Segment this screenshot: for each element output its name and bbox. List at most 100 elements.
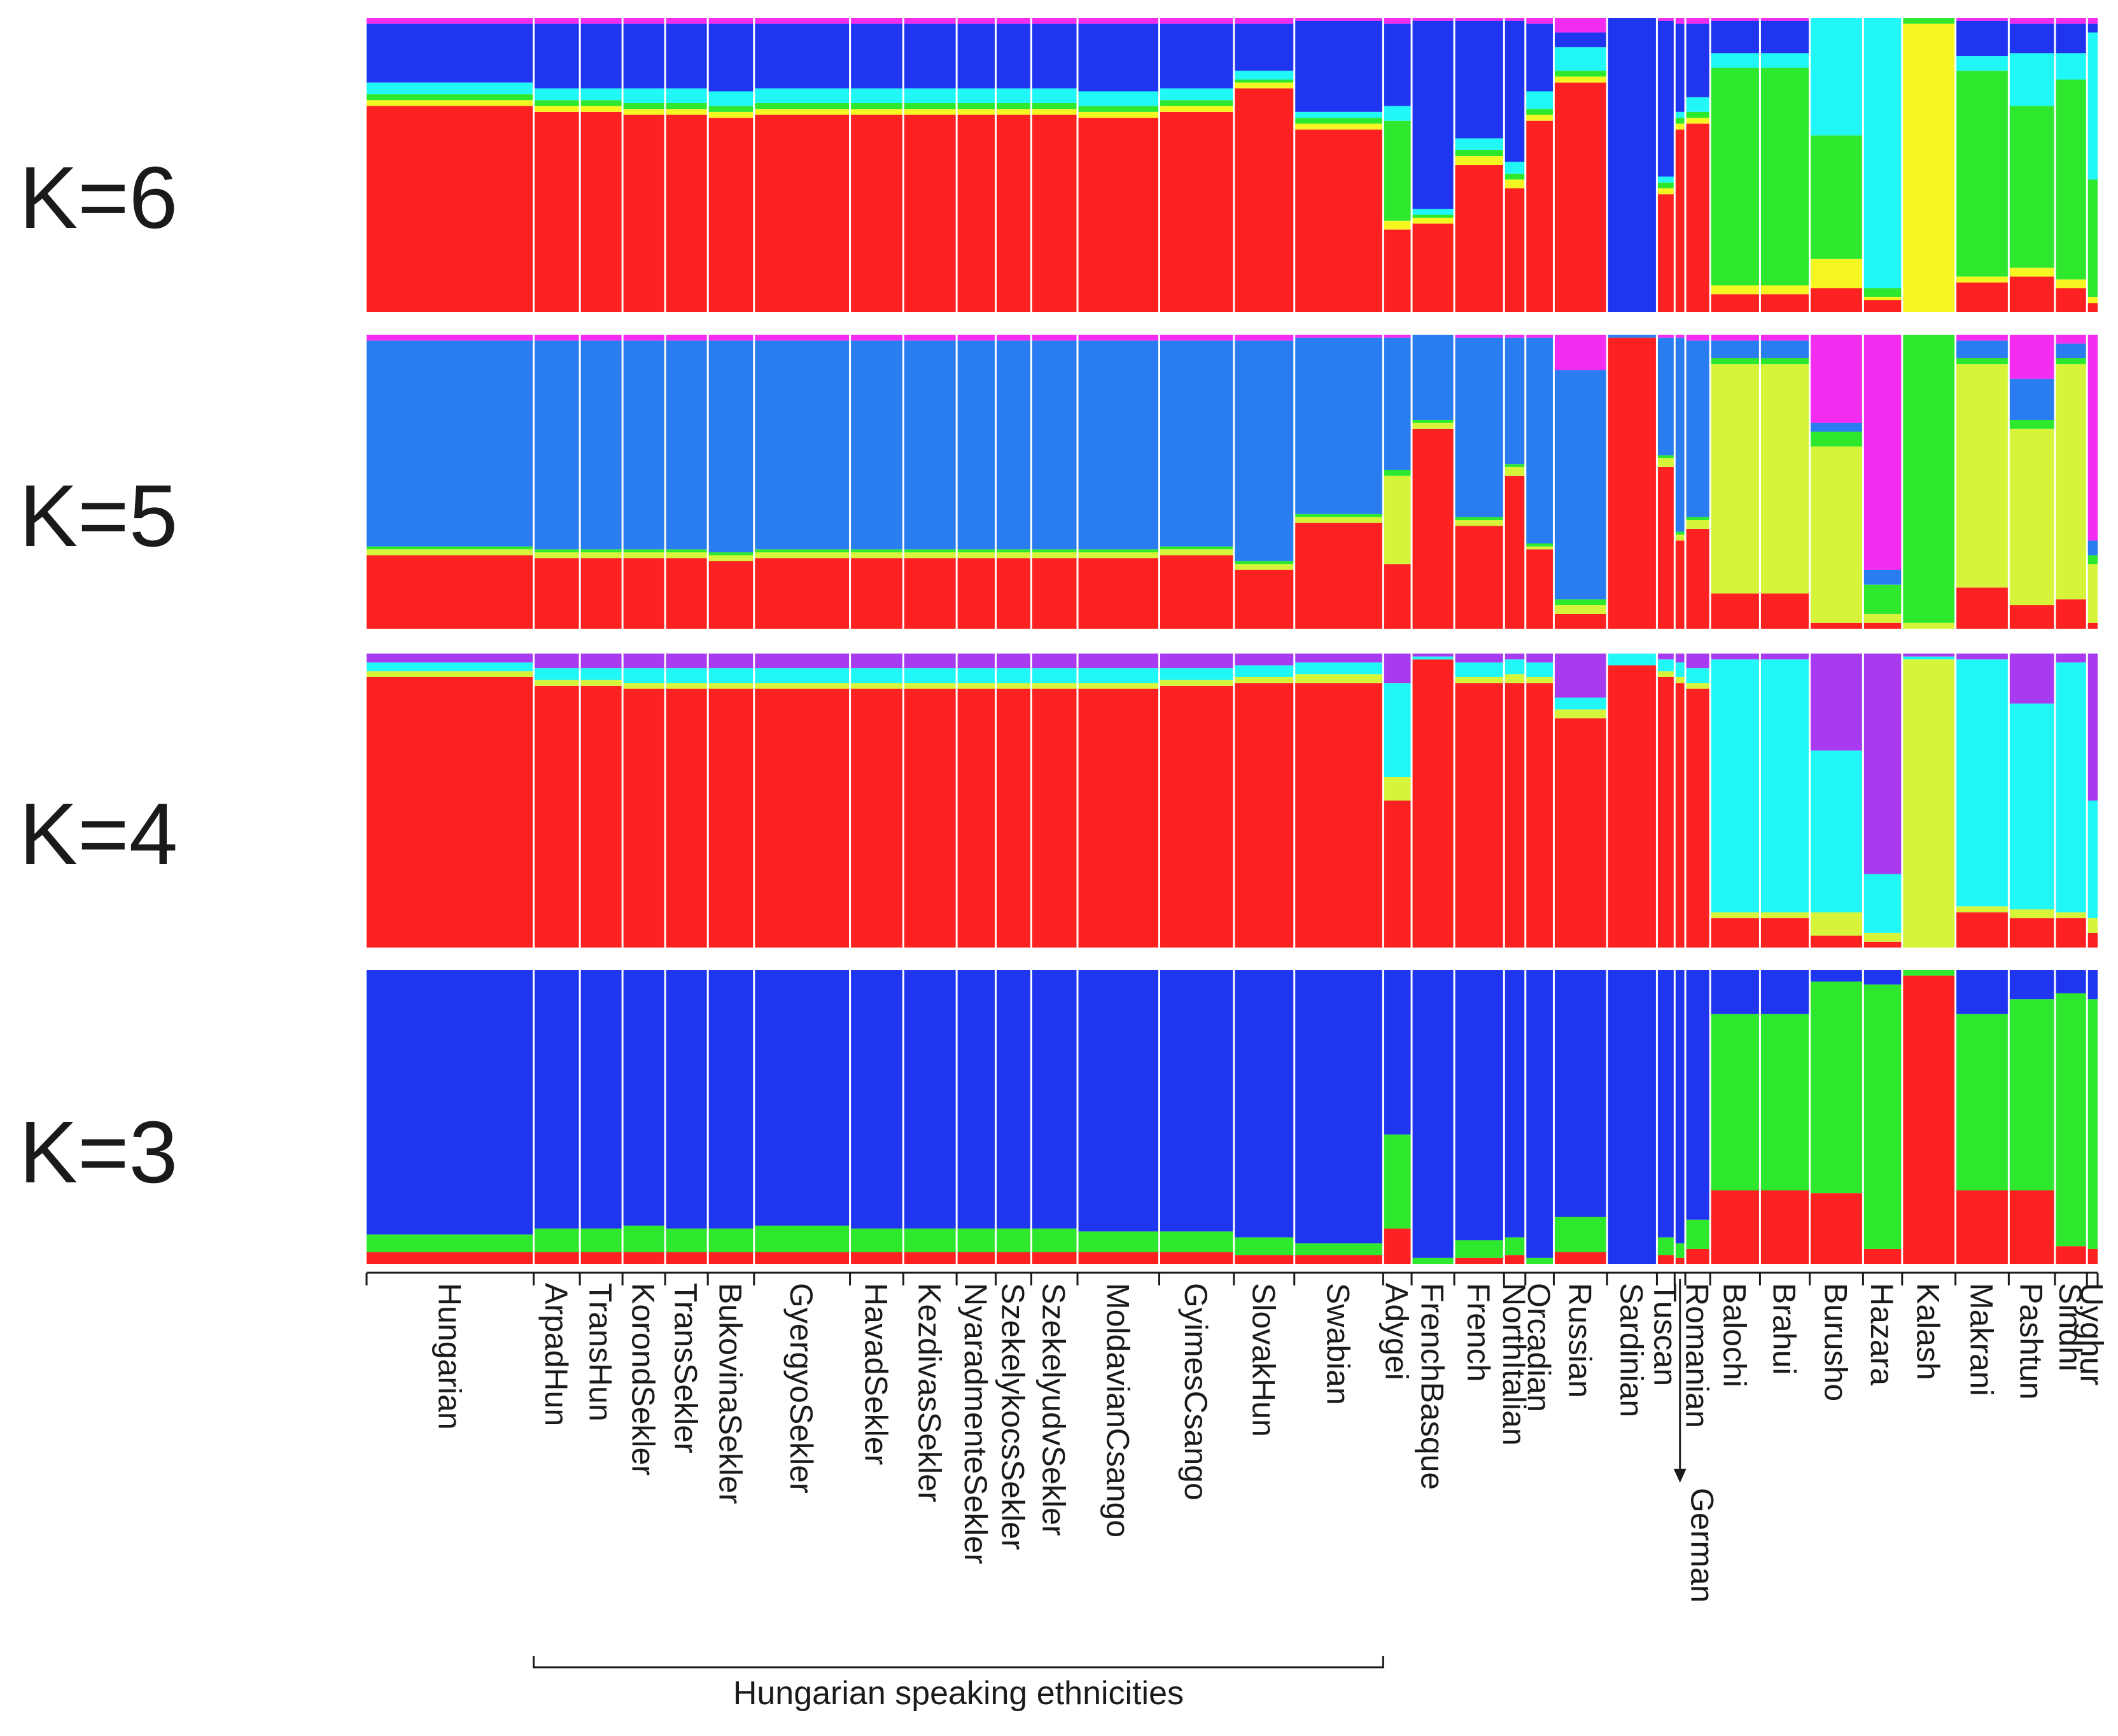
panel-k-6 (367, 18, 2098, 312)
segment-makrani-cyan (1955, 56, 2009, 71)
segment-hungarian-purple (367, 654, 534, 662)
segment-swabian-green (1294, 118, 1384, 124)
segment-szekelyudvsekler-green (1031, 549, 1078, 552)
segment-korondsekler-green (622, 549, 666, 552)
segment-swabian-blue (1294, 337, 1384, 514)
segment-sardinian-cyan (1607, 654, 1657, 666)
pop-block-transsekler (665, 335, 708, 629)
pop-block-french (1454, 18, 1504, 312)
separator (1382, 335, 1384, 629)
pop-block-szekelykocssekler (995, 335, 1032, 629)
segment-uyghur-magenta (2087, 335, 2098, 541)
pop-block-orcadian (1525, 970, 1554, 1264)
segment-kezdivassekler-yellow-green (903, 683, 957, 689)
segment-arpadhun-blue (533, 24, 580, 88)
segment-orcadian-magenta (1525, 335, 1554, 338)
separator (1410, 970, 1413, 1264)
separator (1709, 654, 1711, 948)
separator (1382, 970, 1384, 1264)
segment-adygei-yellow-green (1383, 777, 1412, 801)
segment-russian-cyan (1553, 47, 1608, 71)
segment-romanian-yellow-green (1685, 683, 1711, 689)
pop-block-romanian (1685, 18, 1711, 312)
separator (706, 654, 709, 948)
pop-block-hungarian (367, 654, 534, 948)
pop-block-hazara (1863, 335, 1902, 629)
pop-block-havadsekler (850, 18, 904, 312)
pop-block-tuscan (1657, 335, 1675, 629)
segment-hazara-magenta (1863, 335, 1902, 570)
pop-block-szekelykocssekler (995, 654, 1032, 948)
pop-block-korondsekler (622, 18, 666, 312)
segment-german-red (1674, 129, 1686, 312)
separator (664, 18, 666, 312)
segment-sindhi-green (2054, 358, 2087, 365)
segment-french-yellow (1454, 156, 1504, 165)
pop-block-gyimescsango (1159, 18, 1234, 312)
segment-korondsekler-yellow-green (622, 683, 666, 689)
segment-moldaviancsango-cyan (1077, 91, 1160, 106)
pop-block-adygei (1383, 654, 1412, 948)
pop-block-transhun (580, 335, 623, 629)
segment-tuscan-yellow-green (1657, 458, 1675, 467)
segment-gyimescsango-yellow (1159, 106, 1234, 112)
separator (902, 335, 904, 629)
segment-gyergyosekler-red (754, 558, 850, 629)
pop-block-havadsekler (850, 654, 904, 948)
segment-transsekler-red (665, 558, 708, 629)
annotations: Hungarian speaking ethnicities German (533, 1279, 1720, 1712)
segment-swabian-purple (1294, 654, 1384, 662)
segment-burusho-cyan (1809, 18, 1863, 136)
segment-transsekler-blue (665, 24, 708, 88)
separator (2086, 654, 2088, 948)
k-labels: K=6 K=5 K=4 K=3 (19, 149, 178, 1201)
segment-orcadian-cyan (1525, 91, 1554, 109)
pop-label-romanian: Romanian (1680, 1283, 1715, 1428)
separator (1453, 18, 1455, 312)
pop-label-burusho: Burusho (1818, 1283, 1853, 1401)
segment-tuscan-red (1657, 1255, 1675, 1264)
separator (1410, 18, 1413, 312)
segment-burusho-red (1809, 1193, 1863, 1264)
segment-adygei-red (1383, 564, 1412, 629)
segment-gyergyosekler-green (754, 102, 850, 109)
segment-havadsekler-yellow-green (850, 683, 904, 689)
segment-bukovinasekler-purple (708, 654, 754, 669)
pop-block-pashtun (2009, 18, 2055, 312)
segment-transhun-cyan (580, 88, 623, 101)
segment-adygei-magenta (1383, 335, 1412, 338)
segment-hazara-purple (1863, 654, 1902, 874)
segment-korondsekler-purple (622, 654, 666, 669)
segment-hungarian-yellow-green (367, 671, 534, 677)
segment-brahui-red (1760, 1190, 1810, 1264)
pop-block-balochi (1710, 18, 1760, 312)
separator (1158, 654, 1160, 948)
segment-szekelykocssekler-red (995, 1252, 1032, 1264)
segment-bukovinasekler-red (708, 118, 754, 312)
segment-french-red (1454, 165, 1504, 312)
segment-orcadian-purple (1525, 654, 1554, 662)
pop-block-northitalian (1504, 654, 1525, 948)
segment-kezdivassekler-purple (903, 654, 957, 669)
pop-block-tuscan (1657, 654, 1675, 948)
pop-label-szekelykocssekler: SzekelykocsSekler (995, 1283, 1031, 1550)
segment-orcadian-green (1525, 109, 1554, 115)
segment-kezdivassekler-magenta (903, 18, 957, 24)
segment-german-magenta (1674, 335, 1686, 338)
segment-german-blue (1674, 337, 1686, 532)
separator (1655, 654, 1658, 948)
segment-szekelykocssekler-cyan (995, 88, 1032, 103)
separator (1709, 18, 1711, 312)
k-label-k-4: K=4 (19, 785, 178, 883)
segment-hungarian-yellow-green (367, 549, 534, 556)
segment-gyergyosekler-blue (754, 340, 850, 550)
segment-makrani-green (1955, 358, 2009, 365)
segment-korondsekler-red (622, 558, 666, 629)
segment-gyimescsango-blue (1159, 340, 1234, 547)
segment-orcadian-blue (1525, 24, 1554, 92)
separator (1655, 18, 1658, 312)
segment-gyimescsango-red (1159, 111, 1234, 312)
separator (1684, 18, 1687, 312)
segment-hungarian-magenta (367, 335, 534, 341)
separator (1293, 18, 1296, 312)
